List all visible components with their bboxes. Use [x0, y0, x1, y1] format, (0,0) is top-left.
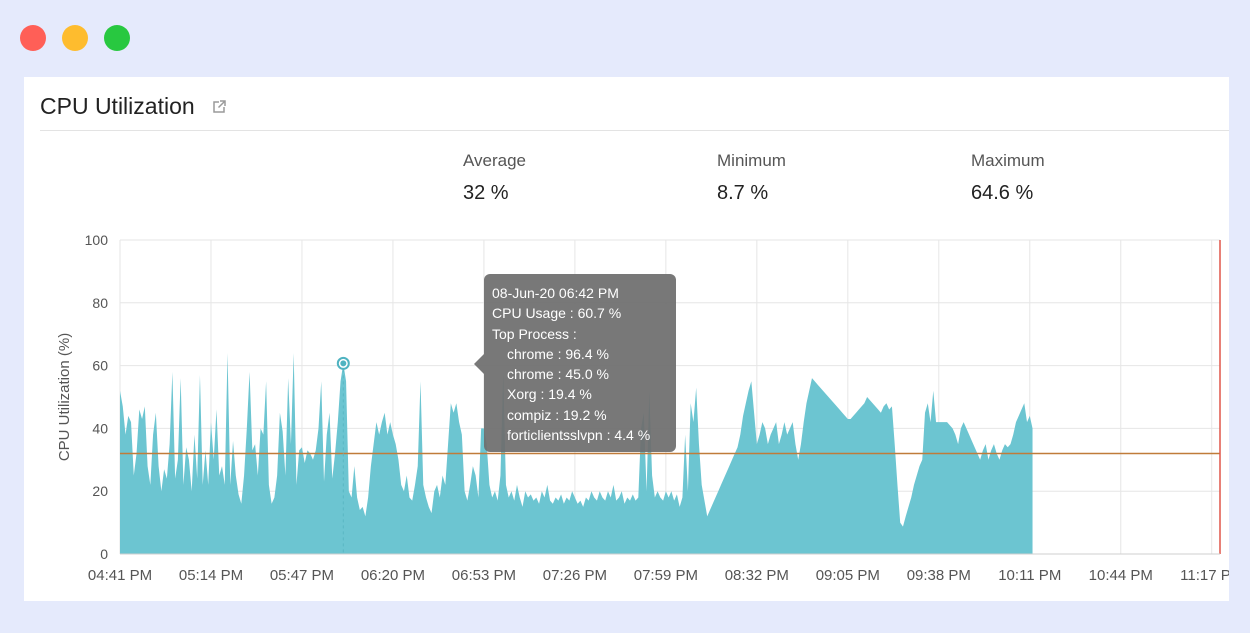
tooltip-process: compiz : 19.2 % — [507, 406, 607, 423]
x-tick-label: 05:47 PM — [270, 567, 334, 584]
stat-maximum-label: Maximum — [971, 151, 1045, 170]
y-tick-label: 0 — [100, 546, 108, 562]
hover-point — [340, 360, 347, 367]
maximize-window-button[interactable] — [104, 25, 130, 51]
stat-average-value: 32 % — [463, 182, 509, 204]
stat-minimum-label: Minimum — [717, 151, 786, 170]
x-tick-label: 10:11 PM — [998, 567, 1061, 584]
x-tick-label: 10:44 PM — [1089, 567, 1153, 584]
y-tick-label: 40 — [92, 420, 108, 436]
tooltip-process: forticlientsslvpn : 4.4 % — [507, 427, 651, 444]
tooltip-time: 08-Jun-20 06:42 PM — [492, 285, 619, 301]
stat-minimum: Minimum 8.7 % — [717, 151, 786, 205]
y-tick-label: 60 — [92, 358, 108, 374]
stat-maximum: Maximum 64.6 % — [971, 151, 1045, 205]
x-tick-label: 09:05 PM — [816, 567, 880, 584]
stat-maximum-value: 64.6 % — [971, 182, 1034, 204]
x-tick-label: 04:41 PM — [88, 567, 152, 584]
y-tick-label: 20 — [92, 483, 108, 499]
tooltip-top-process-label: Top Process : — [492, 325, 577, 342]
x-tick-label: 07:59 PM — [634, 567, 698, 584]
y-tick-label: 80 — [92, 295, 108, 311]
tooltip-cpu-usage: CPU Usage : 60.7 % — [492, 305, 622, 322]
close-window-button[interactable] — [20, 25, 46, 51]
x-tick-label: 07:26 PM — [543, 567, 607, 584]
tooltip-process: chrome : 45.0 % — [507, 366, 609, 383]
x-tick-label: 08:32 PM — [725, 567, 789, 584]
y-tick-label: 100 — [85, 232, 109, 248]
x-tick-label: 06:20 PM — [361, 567, 425, 584]
panel-title: CPU Utilization — [40, 93, 195, 119]
title-divider — [40, 130, 1229, 131]
cpu-utilization-panel: CPU Utilization Average 32 % Minimum 8.7… — [24, 77, 1229, 601]
cpu-usage-area — [120, 353, 1033, 554]
stat-average-label: Average — [463, 151, 527, 170]
tooltip-process: Xorg : 19.4 % — [507, 386, 592, 403]
cpu-utilization-chart[interactable]: 0 20 40 60 80 100 04:41 PM 05:14 PM 05:47 PM 06:2… — [24, 77, 1229, 601]
external-link-icon[interactable] — [211, 99, 227, 115]
x-tick-label: 05:14 PM — [179, 567, 243, 584]
x-tick-label: 06:53 PM — [452, 567, 516, 584]
y-axis-label: CPU Utilization (%) — [56, 333, 73, 461]
minimize-window-button[interactable] — [62, 25, 88, 51]
stat-average: Average 32 % — [463, 151, 526, 205]
x-tick-label: 09:38 PM — [907, 567, 971, 584]
tooltip-process: chrome : 96.4 % — [507, 345, 609, 362]
chart-tooltip: 08-Jun-20 06:42 PM CPU Usage : 60.7 % To… — [474, 274, 676, 452]
x-tick-label: 11:17 PM — [1180, 567, 1229, 584]
stat-minimum-value: 8.7 % — [717, 182, 769, 204]
